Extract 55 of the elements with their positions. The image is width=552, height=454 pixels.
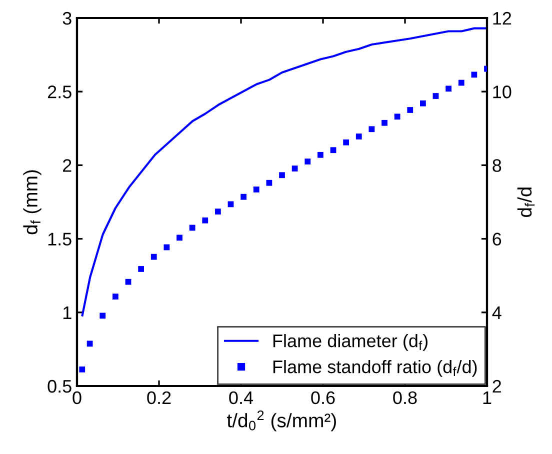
point xyxy=(214,208,221,215)
point xyxy=(317,152,324,158)
point xyxy=(304,158,311,164)
y2-tick-label: 6 xyxy=(492,232,502,246)
y-tick-label: 2.5 xyxy=(48,86,72,98)
point xyxy=(368,126,375,132)
point xyxy=(164,244,170,250)
point xyxy=(176,234,182,241)
point xyxy=(79,366,86,372)
point xyxy=(458,80,464,86)
point xyxy=(407,107,414,113)
point xyxy=(189,224,196,231)
y2-tick-label: 8 xyxy=(492,159,502,172)
point xyxy=(240,194,247,200)
x-tick-label: 1 xyxy=(483,392,492,404)
line-series xyxy=(81,27,487,316)
x-axis-title: t/d$_{0}$$^{2}$ (s/mm²) xyxy=(226,410,336,432)
y2-tick-label: 2 xyxy=(492,380,501,393)
x-tick-label: 0.8 xyxy=(393,391,417,404)
point xyxy=(432,93,439,99)
point xyxy=(446,86,452,92)
point xyxy=(86,340,93,347)
point xyxy=(125,278,132,285)
point xyxy=(202,217,208,224)
legend-label: Flame standoff ratio (d$_{f}$/d) xyxy=(273,360,477,377)
point xyxy=(382,120,388,126)
point xyxy=(292,166,298,172)
point xyxy=(100,312,106,319)
point xyxy=(356,134,362,140)
y-tick-label: 3 xyxy=(62,12,72,25)
x-tick-label: 0.6 xyxy=(311,391,335,404)
x-tick-label: 0 xyxy=(72,391,82,404)
y-tick-label: 1 xyxy=(63,306,72,319)
legend-label: Flame diameter (d$_{f}$) xyxy=(273,334,428,351)
point xyxy=(138,266,144,272)
point xyxy=(471,72,478,78)
point xyxy=(420,100,426,106)
y-tick-label: 1.5 xyxy=(48,232,72,246)
point xyxy=(279,172,285,178)
x-tick-label: 0.4 xyxy=(229,391,254,404)
y-tick-label: 2 xyxy=(63,159,72,172)
x-tick-label: 0.2 xyxy=(147,391,171,404)
y2-tick-label: 10 xyxy=(493,86,512,98)
y2-axis-title: d$_{f}$/d xyxy=(517,188,535,218)
point xyxy=(150,254,157,260)
point xyxy=(112,294,118,300)
point xyxy=(330,147,336,154)
point xyxy=(394,114,400,120)
point xyxy=(266,180,272,186)
point xyxy=(343,139,350,146)
y2-tick-label: 12 xyxy=(493,12,512,25)
y2-tick-label: 4 xyxy=(492,306,502,319)
y-tick-label: 0.5 xyxy=(48,380,72,393)
y-axis-title: d$_{f}$ (mm) xyxy=(23,170,42,234)
point xyxy=(253,186,260,192)
